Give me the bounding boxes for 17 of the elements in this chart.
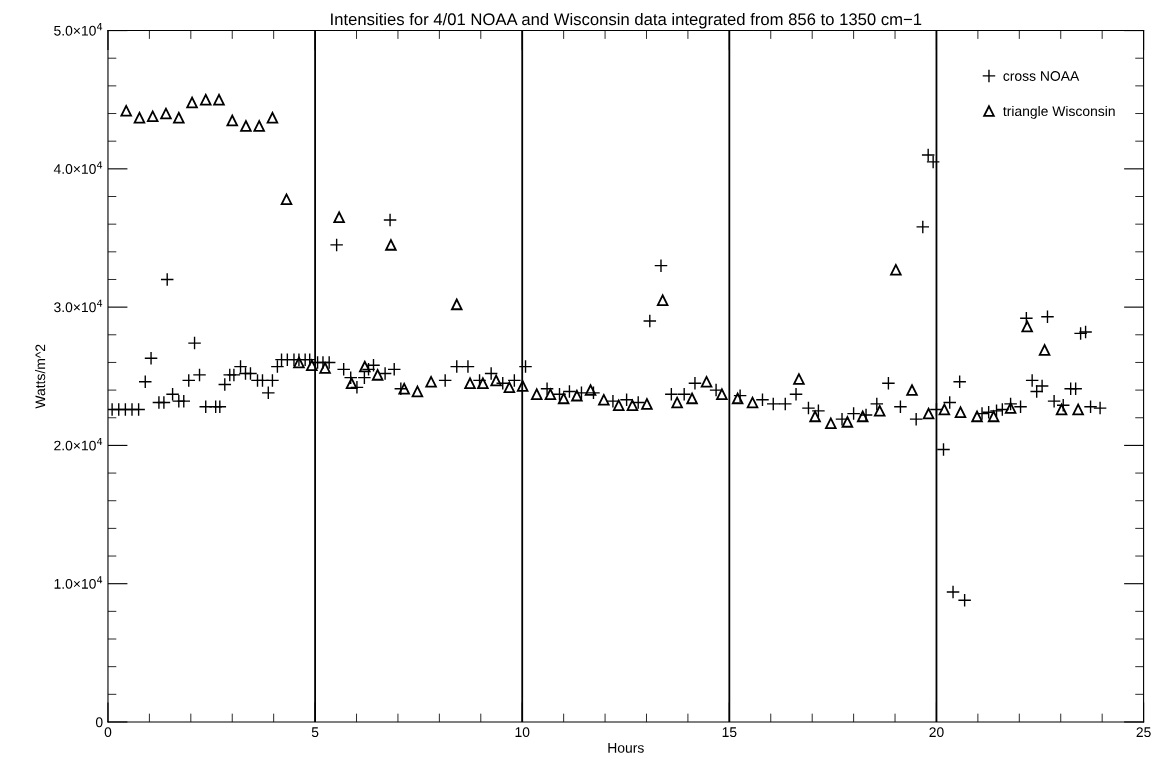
y-tick-label: 3.0×10$^{4}$ bbox=[54, 299, 103, 313]
x-tick-label: 15 bbox=[722, 727, 737, 738]
legend-label: cross NOAA bbox=[1003, 71, 1080, 81]
y-tick-label: 2.0×10$^{4}$ bbox=[54, 437, 103, 451]
x-tick-label: 0 bbox=[104, 727, 112, 738]
chart-title: Intensities for 4/01 NOAA and Wisconsin data integrated from 856 to 1350 cm−1 bbox=[331, 12, 922, 29]
x-tick-label: 25 bbox=[1136, 727, 1151, 738]
y-tick-label: 0 bbox=[95, 717, 103, 728]
x-tick-label: 20 bbox=[929, 727, 944, 738]
x-axis-title: Hours bbox=[608, 743, 644, 753]
legend-label: triangle Wisconsin bbox=[1003, 105, 1115, 119]
x-tick-label: 5 bbox=[311, 727, 319, 738]
y-tick-label: 4.0×10$^{4}$ bbox=[53, 161, 103, 174]
y-axis-title: Watts/m^2 bbox=[35, 344, 46, 409]
y-tick-label: 1.0×10$^{4}$ bbox=[54, 576, 103, 589]
y-tick-label: 5.0×10$^{4}$ bbox=[54, 23, 103, 36]
x-tick-label: 10 bbox=[515, 727, 530, 738]
